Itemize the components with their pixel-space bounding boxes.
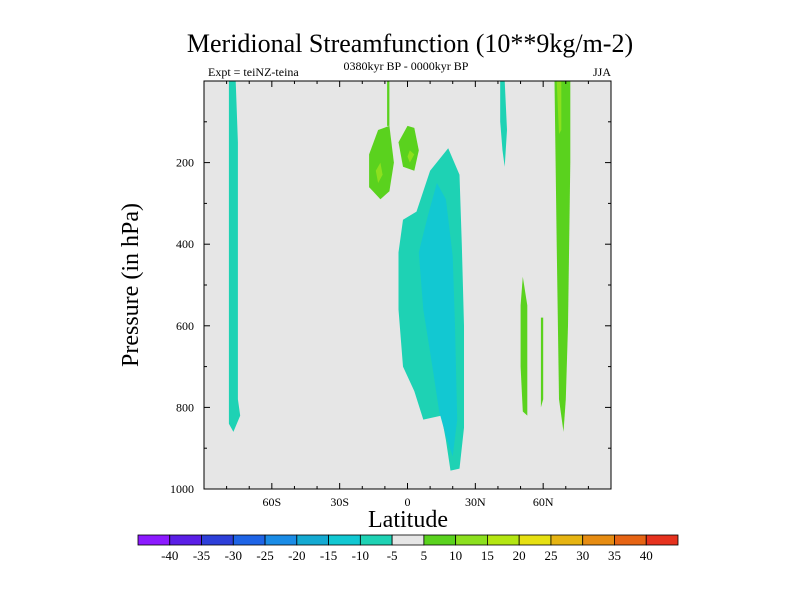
colorbar-box <box>137 534 171 546</box>
y-tick-label: 800 <box>176 400 194 414</box>
colorbar-box <box>550 534 584 546</box>
colorbar-box <box>201 534 234 546</box>
colorbar-box <box>582 534 615 546</box>
region-eq-thin-positive <box>387 81 390 126</box>
colorbar-label: 25 <box>544 548 557 563</box>
colorbar-box <box>296 534 329 546</box>
colorbar-box <box>423 534 457 546</box>
y-tick-label: 200 <box>176 156 194 170</box>
colorbar-label: 35 <box>608 548 621 563</box>
colorbar-label: -30 <box>225 548 242 563</box>
experiment-label: Expt = teiNZ-teina <box>208 65 299 79</box>
region-upper-positive-right <box>398 125 419 171</box>
colorbar-label: 30 <box>576 548 589 563</box>
region-sh-polar-column <box>228 81 241 432</box>
x-axis-label: Latitude <box>368 507 448 533</box>
region-40n-negative-column <box>500 81 507 167</box>
colorbar-box <box>455 534 488 546</box>
colorbar-label: 40 <box>640 548 653 563</box>
x-axis: 60S 30S 0 30N 60N <box>203 81 612 509</box>
period-label: 0380kyr BP - 0000kyr BP <box>344 59 469 73</box>
y-tick-label: 1000 <box>170 482 194 496</box>
colorbar-label: -20 <box>288 548 305 563</box>
colorbar-label: 5 <box>421 548 428 563</box>
y-tick-label: 400 <box>176 237 194 251</box>
colorbar-box <box>391 534 425 546</box>
region-65n-strong-core <box>556 81 562 134</box>
region-upper-positive-left <box>369 125 394 200</box>
region-eq-core <box>418 183 458 457</box>
colorbar-box <box>232 534 266 546</box>
y-tick-label: 600 <box>176 319 194 333</box>
x-tick-label: 0 <box>405 495 411 509</box>
y-axis: 200 400 600 800 1000 <box>170 121 611 496</box>
region-upper-strong-left <box>375 162 383 183</box>
colorbar-box <box>328 534 361 546</box>
region-60n-thin-positive <box>540 317 544 408</box>
colorbar: -40 -35 -30 -25 -20 -15 -10 -5 5 10 15 20 25 30 35 40 <box>137 534 679 563</box>
colorbar-box <box>487 534 520 546</box>
colorbar-label: -35 <box>193 548 210 563</box>
colorbar-box <box>169 534 202 546</box>
x-tick-label: 30N <box>465 495 486 509</box>
colorbar-label: 20 <box>513 548 526 563</box>
x-tick-label: 60S <box>262 495 281 509</box>
region-upper-strong-right <box>407 150 415 163</box>
colorbar-label: -10 <box>352 548 369 563</box>
colorbar-box <box>614 534 647 546</box>
colorbar-label: -25 <box>256 548 273 563</box>
colorbar-box <box>518 534 552 546</box>
colorbar-label: 10 <box>449 548 462 563</box>
x-tick-label: 60N <box>533 495 554 509</box>
colorbar-label: 15 <box>481 548 494 563</box>
colorbar-label: -40 <box>161 548 178 563</box>
chart-title: Meridional Streamfunction (10**9kg/m-2) <box>187 29 633 58</box>
colorbar-label: -15 <box>320 548 337 563</box>
region-50n-positive-column <box>520 276 528 416</box>
y-axis-label: Pressure (in hPa) <box>118 203 144 367</box>
colorbar-box <box>359 534 393 546</box>
colorbar-box <box>264 534 298 546</box>
contour-regions <box>228 81 571 471</box>
colorbar-label: -5 <box>387 548 398 563</box>
region-65n-positive-column <box>554 81 571 432</box>
season-label: JJA <box>593 65 611 79</box>
x-tick-label: 30S <box>330 495 349 509</box>
colorbar-box <box>645 534 679 546</box>
